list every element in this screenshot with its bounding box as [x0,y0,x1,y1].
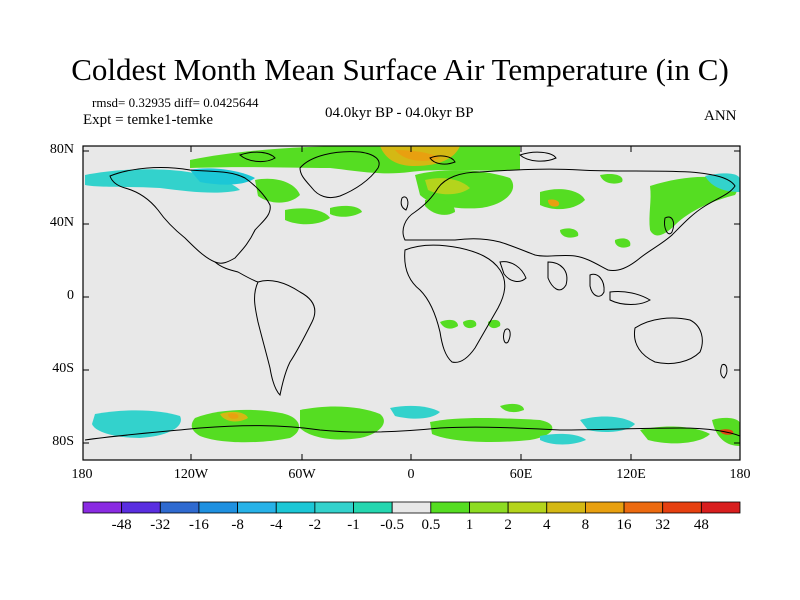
colorbar-swatch [507,501,548,514]
lon-label-120w: 120W [173,467,209,482]
lon-label-180w: 180 [71,467,93,482]
colorbar-label: -16 [188,517,209,533]
coastlines [84,151,741,441]
season-label: ANN [704,108,737,124]
colorbar-label: 2 [504,517,512,533]
colorbar-swatch [275,501,316,514]
colorbar-swatch [430,501,470,514]
colorbar-swatch [585,501,625,514]
colorbar-swatch [198,501,238,514]
lon-label-120e: 120E [616,467,646,482]
colorbar-swatch [623,501,664,514]
colorbar-swatch [159,501,200,514]
plot-title: Coldest Month Mean Surface Air Temperatu… [71,52,729,87]
lon-label-0: 0 [407,467,415,482]
colorbar-label: 48 [693,517,709,533]
colorbar-swatch [662,501,702,514]
colorbar-label: -2 [308,517,322,533]
stats-line: rmsd= 0.32935 diff= 0.0425644 [92,95,259,110]
colorbar-swatch [546,501,586,514]
colorbar-label: 32 [655,517,671,533]
colorbar-label: 16 [616,517,632,533]
colorbar-label: -4 [269,517,283,533]
colorbar-label: 8 [581,517,590,533]
colorbar-swatch [314,501,354,514]
colorbar-label: 4 [543,517,551,533]
colorbar-label: 1 [465,517,474,533]
lat-label-40n: 40N [49,215,74,230]
colorbar-swatch [469,501,509,514]
colorbar-label: -0.5 [380,517,405,533]
lat-label-40s: 40S [52,361,74,376]
colorbar-swatch [391,501,432,514]
colorbar-label: -8 [231,517,244,533]
colorbar-swatch [353,501,393,514]
lat-label-80s: 80S [52,434,74,449]
colorbar-swatch [82,501,123,514]
colorbar [82,501,741,514]
colorbar-swatch [237,501,277,514]
anomaly-patches [85,146,740,446]
lon-label-180e: 180 [729,467,751,482]
colorbar-label: -48 [111,517,132,533]
colorbar-swatch [121,501,161,514]
colorbar-label: -1 [347,517,360,533]
colorbar-label: -32 [150,517,171,533]
lon-label-60w: 60W [288,467,316,482]
lat-label-0: 0 [67,288,74,303]
lon-label-60e: 60E [509,467,533,482]
colorbar-swatch [700,501,741,514]
axis-ticks [83,146,740,460]
lat-label-80n: 80N [49,142,74,157]
colorbar-label: 0.5 [421,517,441,533]
period-label: 04.0kyr BP - 04.0kyr BP [325,105,474,121]
experiment-label: Expt = temke1-temke [83,112,214,128]
